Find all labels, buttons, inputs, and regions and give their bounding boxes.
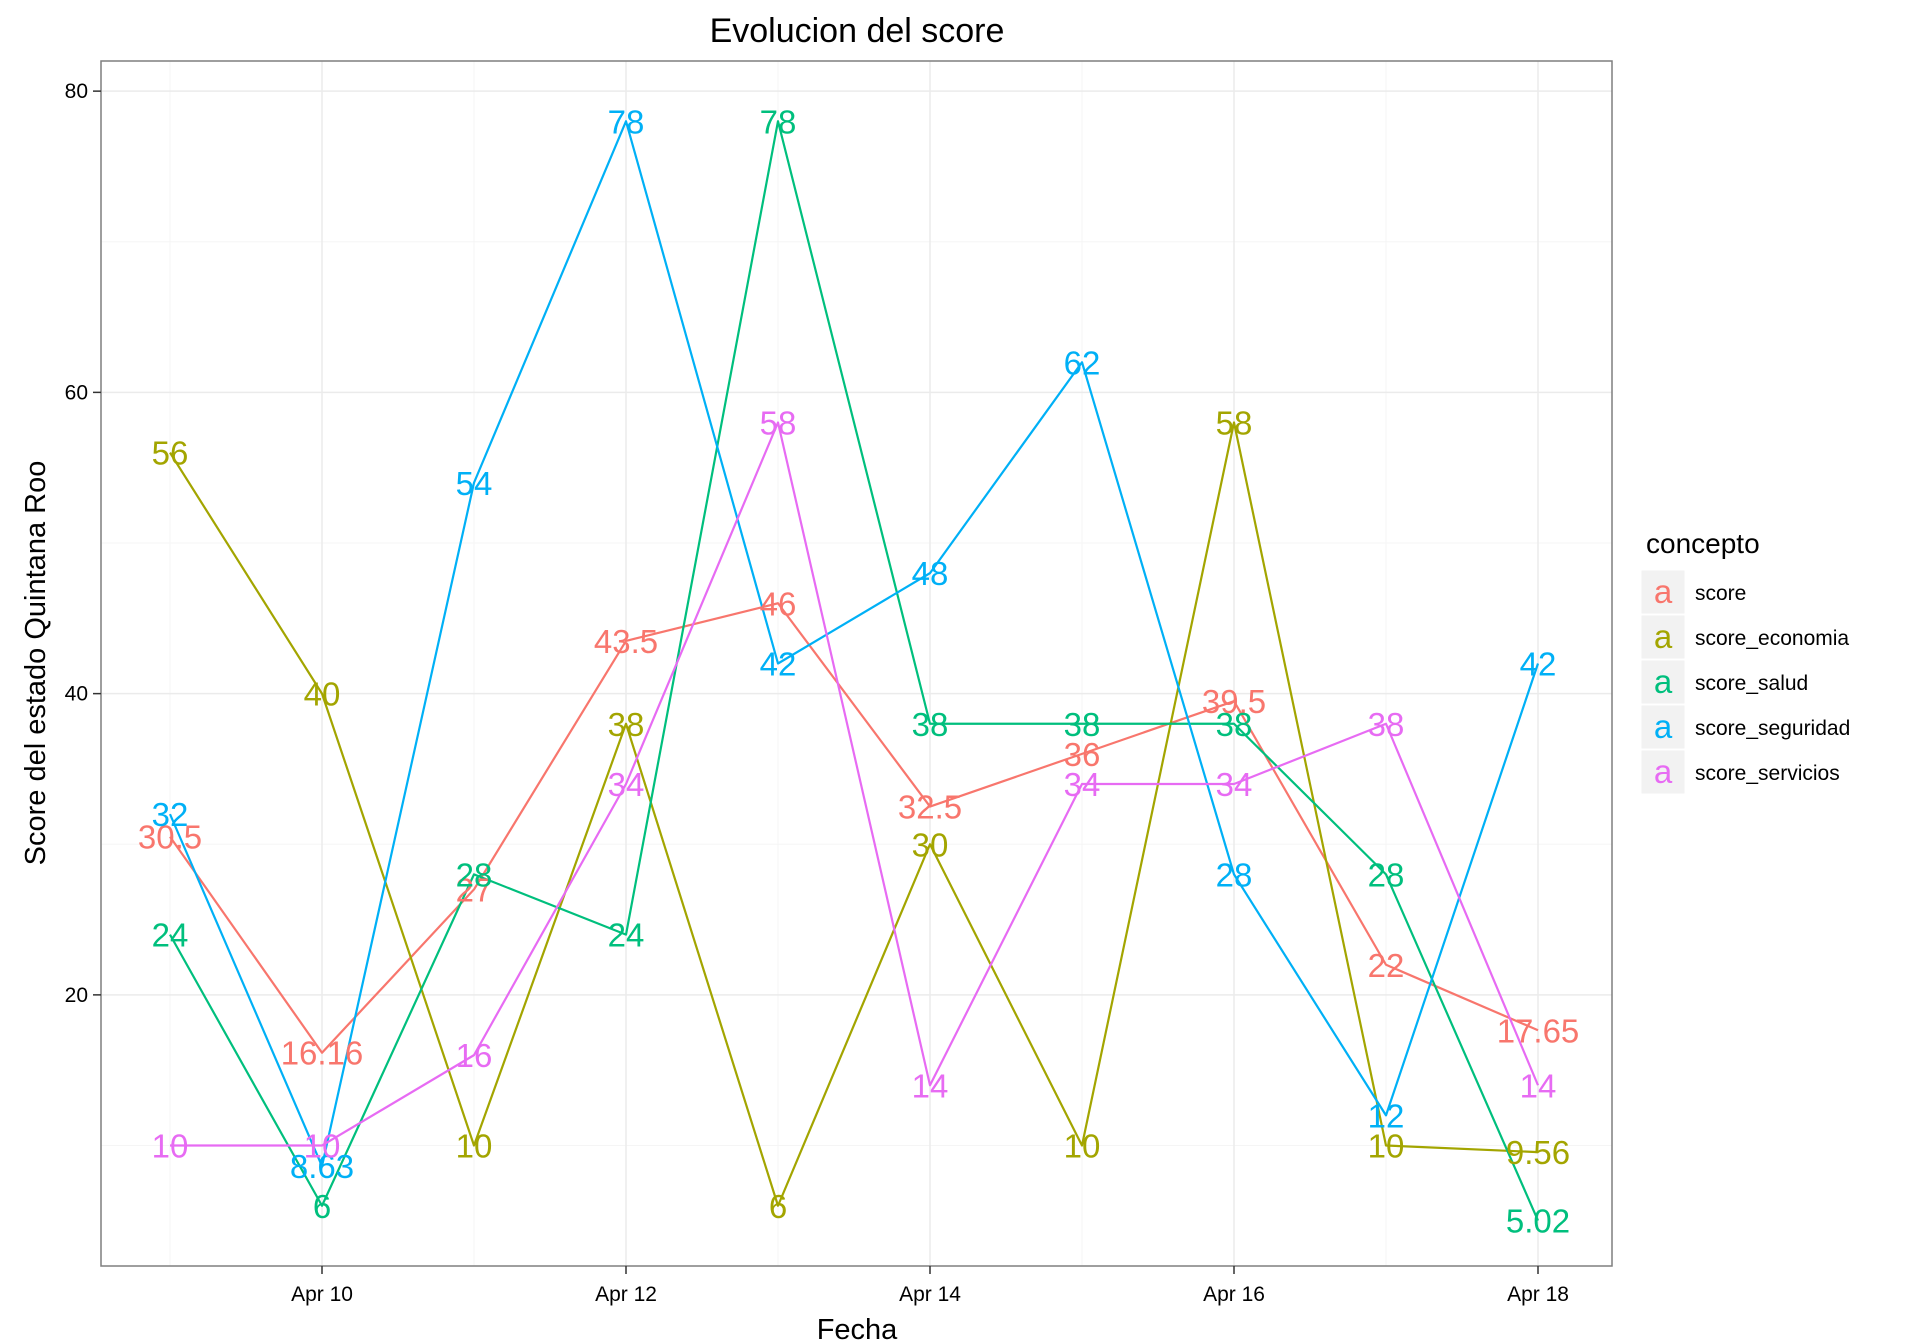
series-line-score-economia	[169, 421, 1539, 1207]
x-axis: Apr 10 Apr 12 Apr 14 Apr 16 Apr 18	[291, 1266, 1569, 1306]
data-label-score-servicios: 58	[760, 405, 797, 442]
legend-key	[1640, 659, 1686, 705]
legend-key	[1640, 749, 1686, 795]
legend-key-glyph: a	[1654, 708, 1673, 745]
y-tick-label: 60	[65, 381, 88, 404]
data-labels: 30.5 16.16 27 43.5 46 32.5 36 39.5 22 17.65 56 40 10…	[138, 103, 1579, 1239]
data-label-score-servicios: 38	[1368, 706, 1405, 743]
legend-item-score-economia: a score_economia	[1640, 614, 1849, 660]
chart-title: Evolucion del score	[710, 12, 1005, 50]
legend-label: score_seguridad	[1695, 717, 1850, 740]
data-label-score-salud: 38	[1064, 706, 1101, 743]
y-tick-label: 80	[65, 80, 88, 103]
data-label-score-economia: 56	[152, 435, 189, 472]
series-line-score-seguridad	[168, 120, 1540, 1168]
series-line-score-servicios	[170, 421, 1540, 1147]
data-label-score-seguridad: 8.63	[290, 1148, 354, 1185]
x-axis-title: Fecha	[817, 1314, 898, 1344]
data-label-score-salud: 6	[313, 1188, 331, 1225]
data-label-score-seguridad: 12	[1368, 1097, 1405, 1134]
data-label-score-seguridad: 28	[1216, 856, 1253, 893]
data-label-score: 17.65	[1497, 1012, 1580, 1049]
data-label-score-economia: 9.56	[1506, 1134, 1570, 1171]
data-label-score-salud: 24	[152, 917, 189, 954]
data-label-score-seguridad: 54	[456, 465, 493, 502]
data-label-score-servicios: 10	[152, 1128, 189, 1165]
data-label-score-servicios: 14	[912, 1067, 949, 1104]
data-label-score-servicios: 34	[1064, 766, 1101, 803]
data-label-score-salud: 38	[912, 706, 949, 743]
x-tick-label: Apr 16	[1203, 1283, 1265, 1306]
data-label-score-economia: 10	[1064, 1128, 1101, 1165]
data-label-score-servicios: 34	[608, 766, 645, 803]
data-label-score-economia: 30	[912, 826, 949, 863]
legend-item-score-seguridad: a score_seguridad	[1640, 704, 1850, 750]
data-label-score-seguridad: 32	[152, 796, 189, 833]
legend-key-glyph: a	[1654, 663, 1673, 700]
data-label-score-servicios: 34	[1216, 766, 1253, 803]
data-label-score-seguridad: 62	[1064, 344, 1101, 381]
legend-item-score: a score	[1640, 569, 1746, 615]
legend-label: score_salud	[1695, 672, 1808, 695]
legend-label: score_servicios	[1695, 762, 1840, 785]
data-label-score: 43.5	[594, 623, 658, 660]
y-axis: 20 40 60 80	[65, 80, 101, 1007]
legend-key-glyph: a	[1654, 618, 1673, 655]
series-line-score-salud	[169, 120, 1540, 1221]
data-label-score-seguridad: 42	[1520, 646, 1557, 683]
legend-key	[1640, 704, 1686, 750]
x-tick-label: Apr 18	[1507, 1283, 1569, 1306]
x-tick-label: Apr 10	[291, 1283, 353, 1306]
data-label-score-salud: 38	[1216, 706, 1253, 743]
legend-label: score_economia	[1695, 627, 1849, 650]
data-label-score-salud: 28	[456, 856, 493, 893]
data-label-score: 36	[1064, 736, 1101, 773]
legend-key-glyph: a	[1654, 753, 1673, 790]
data-label-score-servicios: 10	[304, 1128, 341, 1165]
legend-key	[1640, 569, 1686, 615]
series-lines	[168, 120, 1540, 1221]
data-label-score-economia: 10	[456, 1128, 493, 1165]
legend-label: score	[1695, 582, 1746, 605]
data-label-score-seguridad: 48	[912, 555, 949, 592]
data-label-score-economia: 38	[608, 706, 645, 743]
plot-border	[100, 60, 1613, 1267]
data-label-score-salud: 78	[760, 103, 797, 140]
data-label-score-servicios: 14	[1520, 1067, 1557, 1104]
legend-item-score-salud: a score_salud	[1640, 659, 1808, 705]
legend-title: concepto	[1646, 528, 1760, 559]
gridlines	[101, 61, 1612, 1266]
data-label-score: 22	[1368, 947, 1405, 984]
data-label-score: 46	[760, 585, 797, 622]
series-line-score	[169, 602, 1539, 1054]
data-label-score-economia: 58	[1216, 405, 1253, 442]
data-label-score-seguridad: 78	[608, 103, 645, 140]
data-label-score-economia: 6	[769, 1188, 787, 1225]
data-label-score: 39.5	[1202, 683, 1266, 720]
data-label-score-salud: 28	[1368, 856, 1405, 893]
y-axis-title: Score del estado Quintana Roo	[20, 461, 52, 866]
legend-key	[1640, 614, 1686, 660]
plot-panel: 30.5 16.16 27 43.5 46 32.5 36 39.5 22 17.65 56 40 10…	[100, 60, 1613, 1267]
data-label-score: 16.16	[281, 1035, 364, 1072]
y-tick-label: 40	[65, 683, 88, 706]
x-tick-label: Apr 12	[595, 1283, 657, 1306]
legend-item-score-servicios: a score_servicios	[1640, 749, 1840, 795]
x-tick-label: Apr 14	[899, 1283, 961, 1306]
legend-key-glyph: a	[1654, 573, 1673, 610]
data-label-score-servicios: 16	[456, 1037, 493, 1074]
y-tick-label: 20	[65, 984, 88, 1007]
data-label-score: 30.5	[138, 819, 202, 856]
data-label-score: 32.5	[898, 789, 962, 826]
data-label-score-salud: 24	[608, 917, 645, 954]
data-label-score-salud: 5.02	[1506, 1203, 1570, 1240]
data-label-score-seguridad: 42	[760, 646, 797, 683]
data-label-score: 27	[456, 871, 493, 908]
plot-background	[101, 61, 1612, 1266]
data-label-score-economia: 10	[1368, 1128, 1405, 1165]
data-label-score-economia: 40	[304, 676, 341, 713]
